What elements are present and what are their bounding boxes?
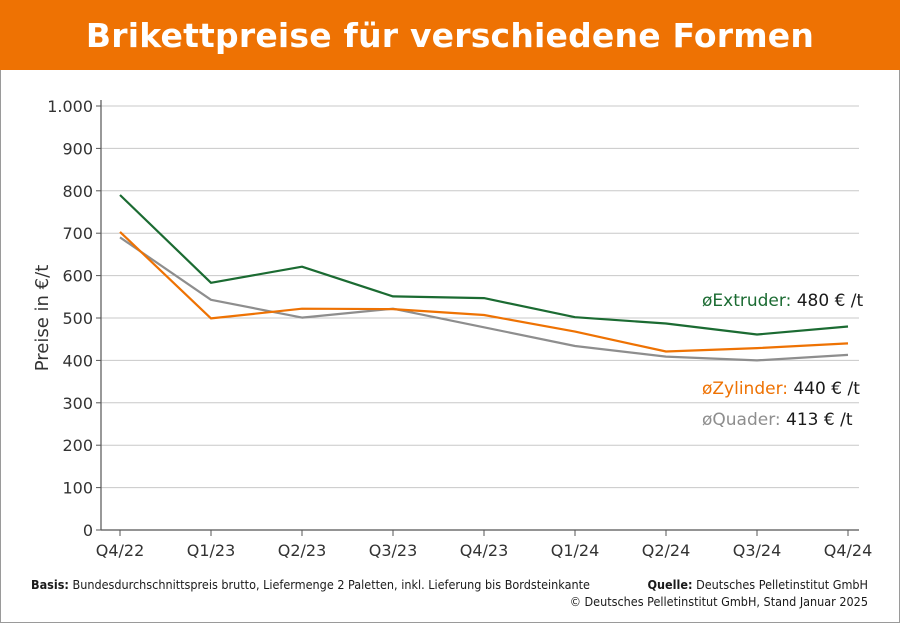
series-name-extruder: øExtruder:: [702, 291, 797, 311]
y-tick-label: 400: [62, 351, 93, 370]
source-note: Quelle: Deutsches Pelletinstitut GmbH: [647, 576, 868, 593]
x-tick-label: Q4/24: [824, 541, 873, 560]
x-tick-label: Q1/24: [551, 541, 600, 560]
y-tick-label: 600: [62, 267, 93, 286]
y-tick-label: 1.000: [47, 97, 93, 116]
source-text: Deutsches Pelletinstitut GmbH: [696, 577, 868, 592]
x-tick-label: Q2/24: [642, 541, 691, 560]
y-tick-label: 300: [62, 394, 93, 413]
y-tick-label: 0: [83, 521, 93, 540]
source-label: Quelle:: [647, 577, 693, 592]
footer: Basis: Bundesdurchschnittspreis brutto, …: [0, 576, 868, 610]
basis-text: Bundesdurchschnittspreis brutto, Lieferm…: [72, 577, 590, 592]
series-line-quader: [119, 236, 849, 362]
series-name-zylinder: øZylinder:: [702, 379, 793, 399]
x-tick-label: Q1/23: [187, 541, 236, 560]
y-tick-label: 900: [62, 139, 93, 158]
x-tick-label: Q2/23: [278, 541, 327, 560]
y-axis-label: Preise in €/t: [32, 265, 53, 372]
y-tick-label: 800: [62, 182, 93, 201]
axes: 0 100 200 300 400 500 600 700 800 900 1.000 Q4/22 Q1…: [47, 97, 872, 560]
series-label-quader: øQuader: 413 € /t: [702, 410, 853, 430]
x-tick-label: Q3/23: [369, 541, 418, 560]
series-value-zylinder: 440 € /t: [793, 379, 860, 399]
series-value-extruder: 480 € /t: [797, 291, 864, 311]
basis-note: Basis: Bundesdurchschnittspreis brutto, …: [31, 576, 590, 593]
series-labels: øExtruder: 480 € /t øZylinder: 440 € /t øQ…: [702, 291, 864, 430]
x-tick-label: Q4/23: [460, 541, 509, 560]
y-tick-label: 700: [62, 224, 93, 243]
series-lines: [119, 194, 849, 362]
series-label-extruder: øExtruder: 480 € /t: [702, 291, 864, 311]
chart-title: Brikettpreise für verschiedene Formen: [85, 15, 815, 55]
y-tick-label: 200: [62, 436, 93, 455]
series-value-quader: 413 € /t: [786, 410, 853, 430]
title-banner: Brikettpreise für verschiedene Formen: [0, 0, 900, 70]
y-tick-label: 500: [62, 309, 93, 328]
series-name-quader: øQuader:: [702, 410, 786, 430]
x-tick-label: Q4/22: [96, 541, 145, 560]
line-chart: 0 100 200 300 400 500 600 700 800 900 1.000 Q4/22 Q1…: [32, 97, 872, 560]
y-tick-label: 100: [62, 479, 93, 498]
series-line-zylinder: [119, 231, 849, 353]
series-label-zylinder: øZylinder: 440 € /t: [702, 379, 860, 399]
basis-label: Basis:: [31, 577, 69, 592]
x-tick-label: Q3/24: [733, 541, 782, 560]
copyright: © Deutsches Pelletinstitut GmbH, Stand J…: [569, 594, 868, 609]
series-line-extruder: [119, 194, 849, 336]
